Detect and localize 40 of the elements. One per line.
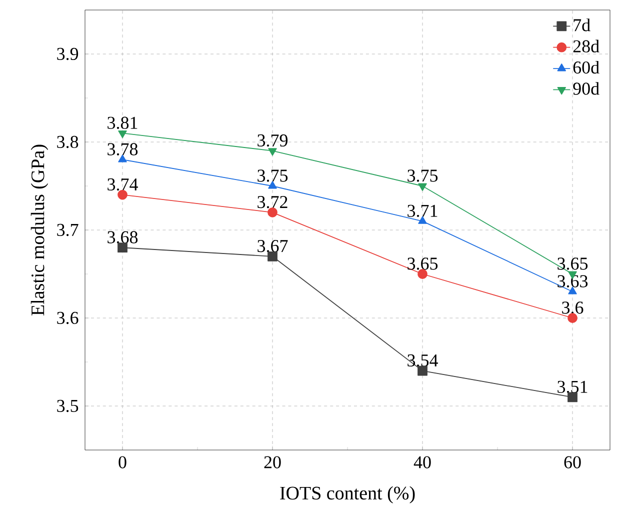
point xyxy=(118,242,128,253)
legend-label: 28d xyxy=(573,40,600,52)
data-label: 3.81 xyxy=(108,116,138,129)
data-label: 3.51 xyxy=(558,380,588,393)
legend-label: 60d xyxy=(573,60,600,74)
x-tick-label: 40 xyxy=(414,456,431,468)
data-label: 3.75 xyxy=(408,170,438,182)
x-axis-title: IOTS content (%) xyxy=(280,486,415,504)
x-tick-label: 60 xyxy=(564,456,581,468)
x-tick-label: 20 xyxy=(264,456,281,468)
legend-label: 7d xyxy=(574,18,590,32)
data-label: 3.74 xyxy=(108,178,138,191)
legend-label: 90d xyxy=(573,82,600,95)
x-tick-label: 0 xyxy=(118,456,126,468)
data-label: 3.72 xyxy=(258,196,288,208)
data-label: 3.78 xyxy=(108,143,138,156)
point xyxy=(418,366,428,376)
data-label: 3.79 xyxy=(258,134,288,147)
y-tick-label: 3.7 xyxy=(57,224,78,236)
point xyxy=(568,392,578,402)
data-label: 3.75 xyxy=(258,170,288,182)
y-tick-label: 3.9 xyxy=(57,48,78,60)
data-label: 3.71 xyxy=(408,204,438,217)
point xyxy=(418,183,427,191)
data-label: 3.68 xyxy=(108,231,138,244)
data-label: 3.67 xyxy=(258,240,288,252)
y-tick-label: 3.8 xyxy=(57,136,78,148)
point xyxy=(118,190,128,200)
data-label: 3.63 xyxy=(558,275,588,288)
data-label: 3.65 xyxy=(558,258,588,270)
data-label: 3.6 xyxy=(562,302,584,314)
point xyxy=(568,313,578,323)
y-tick-label: 3.5 xyxy=(57,400,78,412)
y-tick-label: 3.6 xyxy=(57,312,78,324)
point xyxy=(118,130,127,138)
y-axis-title: Elastic modulus (GPa) xyxy=(30,144,48,316)
point xyxy=(418,269,428,279)
point xyxy=(268,148,277,156)
data-label: 3.54 xyxy=(408,354,438,367)
data-label: 3.65 xyxy=(408,258,438,270)
